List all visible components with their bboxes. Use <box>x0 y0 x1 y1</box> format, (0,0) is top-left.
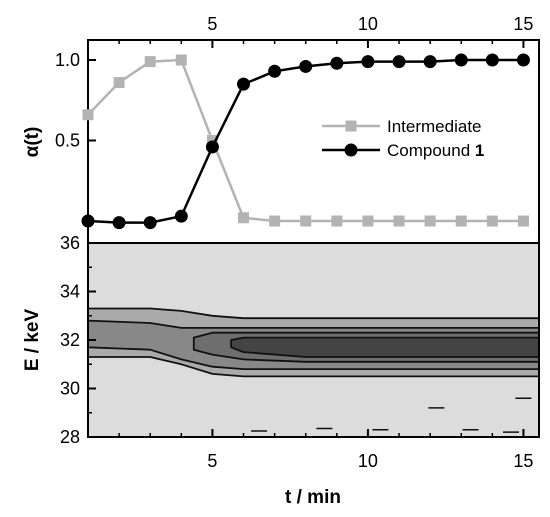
compound-1-point <box>454 53 468 67</box>
compound-1-point <box>268 64 282 78</box>
legend-marker-compound-1 <box>344 143 358 157</box>
intermediate-point <box>238 212 250 224</box>
bottom-x-tick-label: 15 <box>513 451 533 471</box>
compound-1-point <box>361 55 375 69</box>
compound-1-point <box>423 55 437 69</box>
compound-1-point <box>330 56 344 70</box>
top-x-tick-label: 15 <box>513 14 533 34</box>
compound-1-point <box>81 214 95 228</box>
intermediate-point <box>362 215 374 227</box>
alpha-y-tick-label: 1.0 <box>55 50 80 70</box>
intermediate-point <box>144 56 156 68</box>
top-x-tick-label: 5 <box>207 14 217 34</box>
intermediate-point <box>331 215 343 227</box>
legend-label-compound-1: Compound 1 <box>387 141 484 160</box>
top-x-tick-label: 10 <box>358 14 378 34</box>
intermediate-point <box>175 54 187 66</box>
legend-marker-intermediate <box>345 120 357 132</box>
alpha-axis-title: α(t) <box>22 127 43 158</box>
energy-y-tick-label: 30 <box>60 379 80 399</box>
compound-1-point <box>174 209 188 223</box>
intermediate-point <box>82 109 94 121</box>
compound-1-point <box>143 216 157 230</box>
compound-1-point <box>237 77 251 91</box>
alpha-series-layer <box>81 53 530 230</box>
legend-label-intermediate: Intermediate <box>387 117 482 136</box>
compound-1-point <box>392 55 406 69</box>
intermediate-point <box>424 215 436 227</box>
energy-y-tick-label: 34 <box>60 282 80 302</box>
intermediate-point <box>300 215 312 227</box>
intermediate-point <box>455 215 467 227</box>
energy-axis-title: E / keV <box>22 309 43 372</box>
compound-1-point <box>205 140 219 154</box>
intermediate-point <box>486 215 498 227</box>
alpha-panel: 5 10 15 1.0 0.5 Intermediate Compound 1 <box>55 14 540 244</box>
alpha-axis-layer: 5 10 15 1.0 0.5 <box>55 14 533 151</box>
intermediate-point <box>517 215 529 227</box>
intermediate-point <box>269 215 281 227</box>
energy-axis-layer: 5 10 15 28 30 32 34 36 <box>60 233 533 471</box>
compound-1-point <box>516 53 530 67</box>
intermediate-point <box>113 77 125 89</box>
bottom-x-tick-label: 10 <box>358 451 378 471</box>
legend: Intermediate Compound 1 <box>322 117 484 160</box>
alpha-y-tick-label: 0.5 <box>55 131 80 151</box>
compound-1-point <box>485 53 499 67</box>
alpha-plot-frame <box>87 39 540 244</box>
compound-1-point <box>112 216 126 230</box>
bottom-x-tick-label: 5 <box>207 451 217 471</box>
energy-panel: 5 10 15 28 30 32 34 36 <box>60 233 540 471</box>
compound-1-point <box>299 59 313 73</box>
contour-layer <box>87 307 540 433</box>
energy-y-tick-label: 36 <box>60 233 80 253</box>
contour-level-4 <box>230 336 540 358</box>
energy-y-tick-label: 32 <box>60 330 80 350</box>
intermediate-point <box>393 215 405 227</box>
energy-y-tick-label: 28 <box>60 427 80 447</box>
x-axis-title: t / min <box>285 487 341 508</box>
